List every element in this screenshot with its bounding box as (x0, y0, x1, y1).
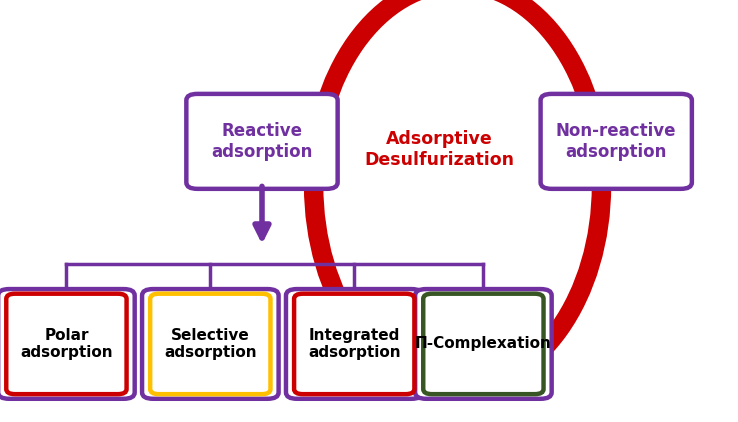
Text: Reactive
adsorption: Reactive adsorption (211, 122, 313, 161)
Text: Integrated
adsorption: Integrated adsorption (308, 328, 401, 360)
Text: Polar
adsorption: Polar adsorption (20, 328, 113, 360)
FancyBboxPatch shape (415, 289, 552, 399)
FancyBboxPatch shape (142, 289, 278, 399)
FancyBboxPatch shape (286, 289, 422, 399)
FancyBboxPatch shape (186, 94, 337, 189)
FancyBboxPatch shape (294, 294, 415, 394)
FancyBboxPatch shape (150, 294, 270, 394)
FancyBboxPatch shape (6, 294, 127, 394)
FancyBboxPatch shape (424, 294, 543, 394)
Text: Selective
adsorption: Selective adsorption (164, 328, 257, 360)
Text: Adsorptive
Desulfurization: Adsorptive Desulfurization (364, 130, 514, 169)
FancyBboxPatch shape (540, 94, 692, 189)
Text: Non-reactive
adsorption: Non-reactive adsorption (556, 122, 677, 161)
FancyBboxPatch shape (0, 289, 134, 399)
Text: Π-Complexation: Π-Complexation (415, 336, 552, 352)
